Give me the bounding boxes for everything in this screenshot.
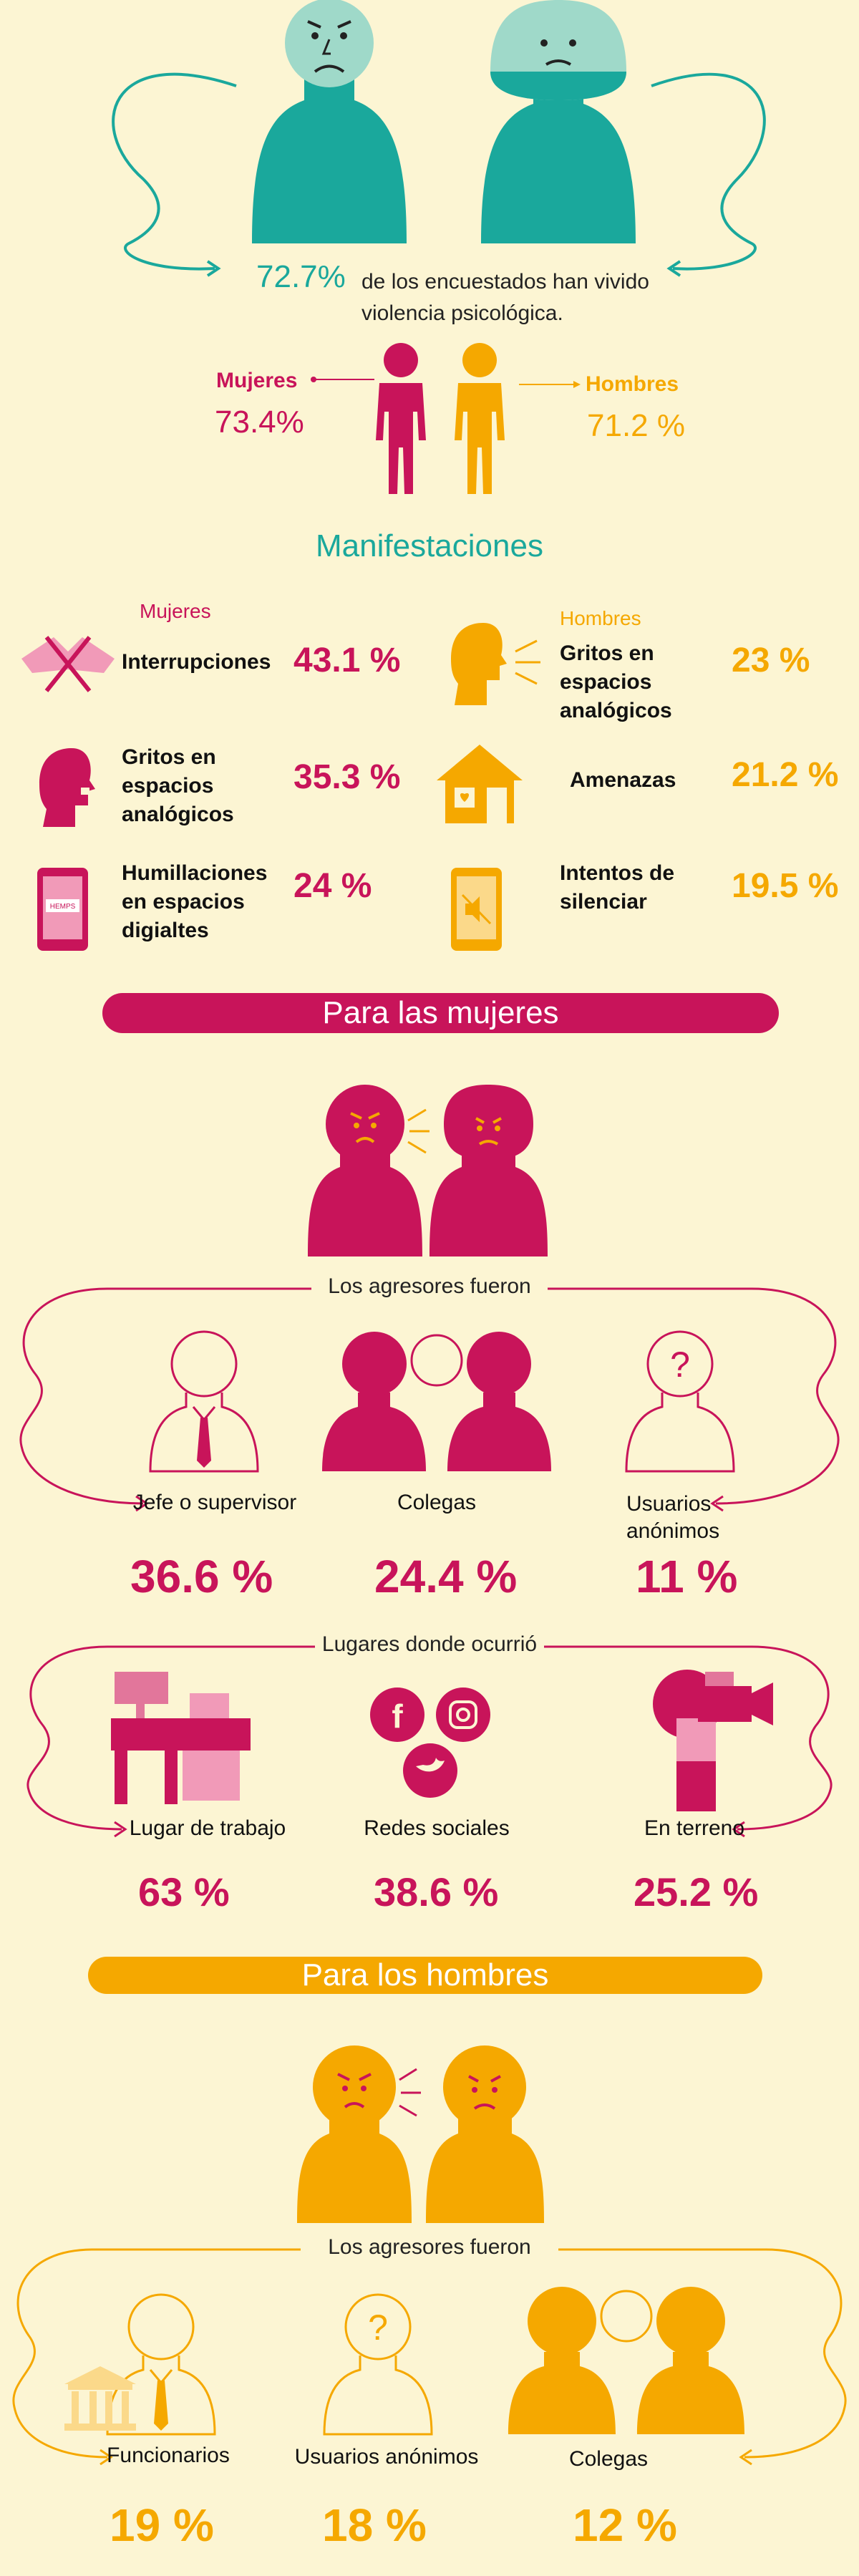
manif-men-label: Hombres <box>560 607 641 629</box>
connector-arrow <box>519 381 581 388</box>
intro-percent: 72.7% <box>256 259 346 294</box>
loop-arrows-women-aggressors <box>19 1287 840 1512</box>
women-label: Mujeres <box>216 369 298 392</box>
manif-women-percent-3: 24 % <box>293 867 372 905</box>
manif-men-label-1: Gritos en espacios analógicos <box>560 641 672 722</box>
shouting-head-icon <box>39 748 95 827</box>
svg-text:?: ? <box>368 2308 388 2348</box>
svg-text:f: f <box>392 1698 403 1735</box>
women-place-percent-2: 38.6 % <box>374 1869 499 1914</box>
anonymous-user-icon: ? <box>323 2293 433 2436</box>
women-banner: Para las mujeres <box>102 993 779 1033</box>
social-networks-icon: f <box>370 1688 490 1798</box>
women-percent: 73.4% <box>215 405 304 440</box>
women-place-percent-3: 25.2 % <box>634 1869 759 1914</box>
women-places-title: Lugares donde ocurrió <box>321 1632 538 1656</box>
anonymous-user-icon: ? <box>625 1330 735 1473</box>
women-place-label-3: En terreno <box>644 1816 745 1840</box>
manif-women-label: Mujeres <box>140 600 211 622</box>
men-aggressor-label-3: Colegas <box>568 2447 649 2471</box>
women-aggressor-percent-1: 36.6 % <box>130 1551 273 1602</box>
men-aggressor-percent-2: 18 % <box>322 2499 427 2551</box>
women-aggressor-label-3: Usuarios anónimos <box>626 1492 720 1543</box>
men-banner: Para los hombres <box>88 1957 762 1994</box>
svg-text:?: ? <box>670 1345 690 1385</box>
boss-supervisor-icon <box>149 1330 259 1473</box>
house-heart-icon <box>437 745 523 823</box>
workplace-desk-icon <box>111 1672 251 1804</box>
sad-face-bust-icon <box>252 0 407 243</box>
phone-message-text: HEMPS <box>50 903 76 911</box>
women-aggressor-percent-3: 11 % <box>636 1551 738 1602</box>
phone-mute-icon <box>451 868 502 951</box>
manif-women-label-2: Gritos en espacios analógicos <box>122 745 234 826</box>
women-aggressor-label-1: Jefe o supervisor <box>132 1491 297 1514</box>
crossed-hands-icon <box>21 636 115 692</box>
manif-women-percent-2: 35.3 % <box>293 758 401 796</box>
connector-line <box>311 377 374 382</box>
manif-men-percent-1: 23 % <box>732 641 810 679</box>
women-place-percent-1: 63 % <box>138 1869 230 1914</box>
loop-arrow-left <box>112 72 766 277</box>
women-aggressor-label-2: Colegas <box>397 1491 477 1514</box>
men-percent: 71.2 % <box>587 408 685 443</box>
field-camera-icon <box>653 1670 773 1811</box>
women-aggressors-title: Los agresores fueron <box>328 1274 531 1298</box>
men-label: Hombres <box>586 372 679 396</box>
women-place-label-1: Lugar de trabajo <box>129 1816 286 1840</box>
men-aggressors-title: Los agresores fueron <box>328 2235 531 2259</box>
manif-men-percent-2: 21.2 % <box>732 756 839 794</box>
angry-women-pair-icon <box>308 1085 548 1256</box>
women-place-label-2: Redes sociales <box>364 1816 510 1840</box>
manif-men-label-2: Amenazas <box>570 768 676 792</box>
manif-women-percent-1: 43.1 % <box>293 641 401 679</box>
men-aggressor-label-2: Usuarios anónimos <box>294 2445 479 2469</box>
manif-men-percent-3: 19.5 % <box>732 867 839 905</box>
government-official-icon <box>64 2293 216 2436</box>
men-aggressor-label-1: Funcionarios <box>107 2444 230 2467</box>
men-aggressor-percent-1: 19 % <box>110 2499 214 2551</box>
woman-figure-icon <box>376 343 426 494</box>
loop-arrows-men-aggressors <box>12 2248 847 2466</box>
manif-men-label-3: Intentos de silenciar <box>560 861 675 914</box>
manif-women-label-3: Humillaciones en espacios digialtes <box>122 861 268 942</box>
man-figure-icon <box>455 343 505 494</box>
phone-message-icon: HEMPS <box>37 868 88 951</box>
colleagues-icon <box>322 1332 551 1471</box>
women-aggressor-percent-2: 24.4 % <box>374 1551 518 1602</box>
men-aggressor-percent-3: 12 % <box>573 2499 677 2551</box>
angry-men-pair-icon <box>297 2045 544 2223</box>
sad-face-bust-icon <box>481 0 636 243</box>
shouting-head-icon <box>451 623 540 705</box>
loop-arrows-women-places <box>26 1645 833 1838</box>
manifestaciones-title: Manifestaciones <box>316 528 543 563</box>
colleagues-icon <box>508 2287 744 2434</box>
intro-text: de los encuestados han vivido violencia … <box>361 270 649 325</box>
manif-women-label-1: Interrupciones <box>122 650 271 674</box>
